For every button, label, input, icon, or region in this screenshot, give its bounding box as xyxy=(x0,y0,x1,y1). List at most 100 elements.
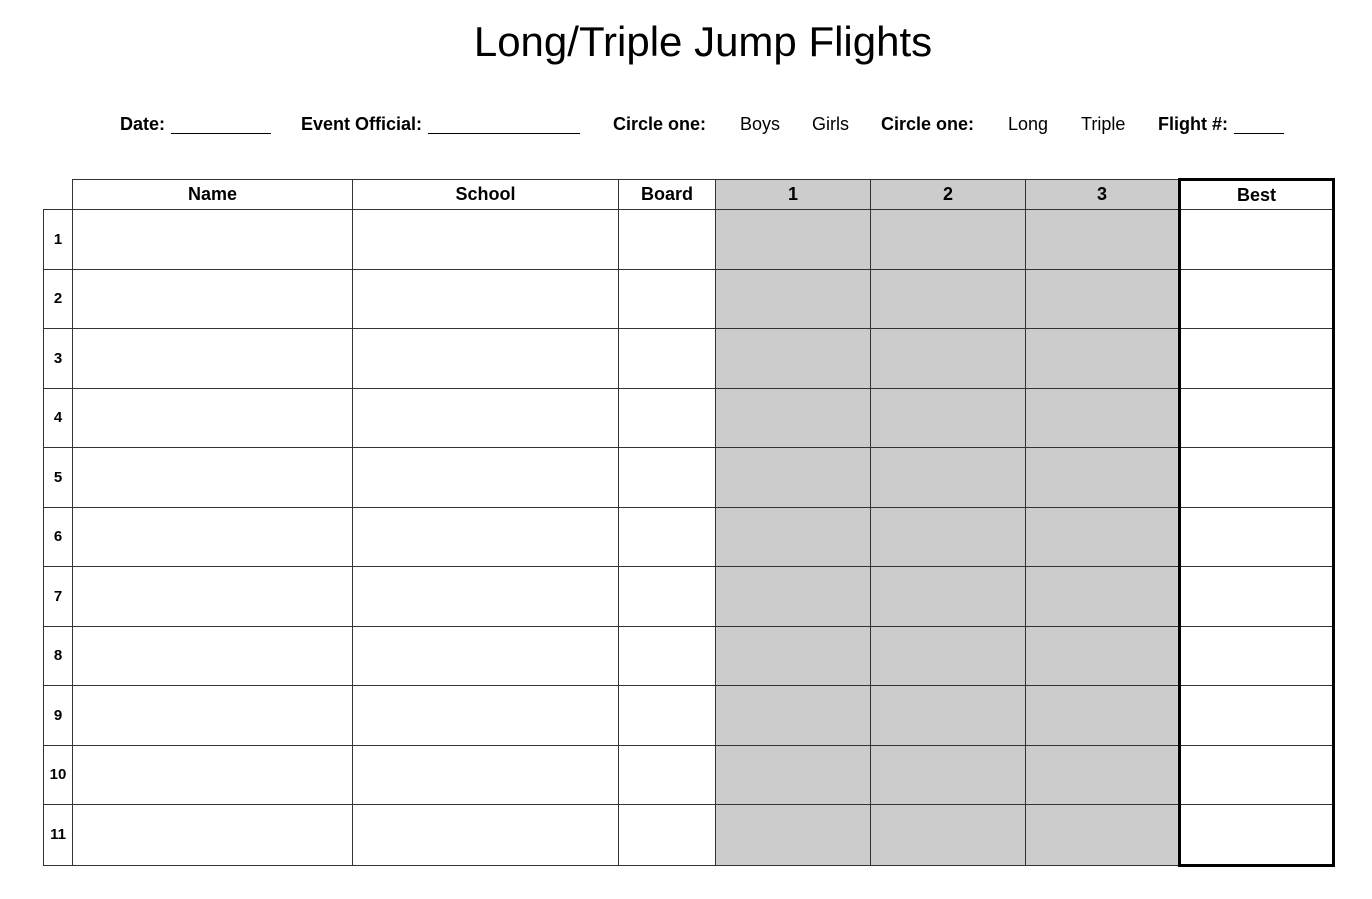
cell-attempt-3[interactable] xyxy=(1025,744,1180,805)
cell-school[interactable] xyxy=(352,625,619,686)
cell-attempt-1[interactable] xyxy=(715,506,871,567)
cell-attempt-3[interactable] xyxy=(1025,387,1180,448)
option-triple[interactable]: Triple xyxy=(1081,114,1126,134)
cell-attempt-1[interactable] xyxy=(715,387,871,448)
cell-best[interactable] xyxy=(1178,268,1335,329)
cell-board[interactable] xyxy=(618,328,716,389)
cell-attempt-2[interactable] xyxy=(870,744,1026,805)
cell-school[interactable] xyxy=(352,328,619,389)
cell-attempt-1[interactable] xyxy=(715,447,871,508)
option-long[interactable]: Long xyxy=(1008,114,1049,134)
flight-number-field[interactable]: Flight #: xyxy=(1158,114,1284,135)
cell-board[interactable] xyxy=(618,685,716,746)
cell-attempt-2[interactable] xyxy=(870,804,1026,866)
cell-attempt-1[interactable] xyxy=(715,209,871,270)
date-field[interactable]: Date: xyxy=(120,114,272,135)
cell-board[interactable] xyxy=(618,268,716,329)
table-row: 3 xyxy=(43,328,1335,389)
cell-attempt-3[interactable] xyxy=(1025,625,1180,686)
cell-school[interactable] xyxy=(352,268,619,329)
cell-attempt-2[interactable] xyxy=(870,209,1026,270)
col-name: Name xyxy=(72,179,353,210)
event-official-label: Event Official: xyxy=(301,114,423,134)
cell-school[interactable] xyxy=(352,209,619,270)
cell-attempt-3[interactable] xyxy=(1025,447,1180,508)
cell-school[interactable] xyxy=(352,804,619,866)
cell-name[interactable] xyxy=(72,506,353,567)
cell-name[interactable] xyxy=(72,328,353,389)
cell-attempt-2[interactable] xyxy=(870,625,1026,686)
table-row: 4 xyxy=(43,387,1335,448)
cell-attempt-2[interactable] xyxy=(870,387,1026,448)
cell-attempt-1[interactable] xyxy=(715,566,871,627)
cell-best[interactable] xyxy=(1178,209,1335,270)
cell-attempt-1[interactable] xyxy=(715,268,871,329)
table-header-row: Name School Board 1 2 3 Best xyxy=(43,178,1335,210)
cell-board[interactable] xyxy=(618,506,716,567)
table-row: 11 xyxy=(43,804,1335,867)
cell-school[interactable] xyxy=(352,447,619,508)
row-number: 3 xyxy=(43,328,73,389)
cell-name[interactable] xyxy=(72,685,353,746)
row-number: 8 xyxy=(43,625,73,686)
cell-attempt-2[interactable] xyxy=(870,447,1026,508)
circle-one-event-label: Circle one: xyxy=(881,114,975,134)
cell-best[interactable] xyxy=(1178,685,1335,746)
cell-name[interactable] xyxy=(72,625,353,686)
table-row: 9 xyxy=(43,685,1335,746)
row-number: 4 xyxy=(43,387,73,448)
cell-school[interactable] xyxy=(352,566,619,627)
cell-attempt-3[interactable] xyxy=(1025,804,1180,866)
cell-board[interactable] xyxy=(618,566,716,627)
cell-attempt-3[interactable] xyxy=(1025,268,1180,329)
cell-attempt-2[interactable] xyxy=(870,268,1026,329)
cell-attempt-1[interactable] xyxy=(715,744,871,805)
cell-attempt-3[interactable] xyxy=(1025,566,1180,627)
cell-school[interactable] xyxy=(352,685,619,746)
cell-board[interactable] xyxy=(618,209,716,270)
cell-name[interactable] xyxy=(72,268,353,329)
cell-best[interactable] xyxy=(1178,387,1335,448)
cell-best[interactable] xyxy=(1178,447,1335,508)
row-number: 5 xyxy=(43,447,73,508)
cell-board[interactable] xyxy=(618,387,716,448)
cell-best[interactable] xyxy=(1178,566,1335,627)
cell-school[interactable] xyxy=(352,744,619,805)
cell-board[interactable] xyxy=(618,447,716,508)
cell-board[interactable] xyxy=(618,625,716,686)
cell-name[interactable] xyxy=(72,209,353,270)
cell-attempt-1[interactable] xyxy=(715,804,871,866)
cell-best[interactable] xyxy=(1178,804,1335,867)
cell-attempt-1[interactable] xyxy=(715,328,871,389)
option-boys[interactable]: Boys xyxy=(740,114,781,134)
cell-best[interactable] xyxy=(1178,625,1335,686)
cell-name[interactable] xyxy=(72,804,353,866)
cell-attempt-3[interactable] xyxy=(1025,209,1180,270)
cell-school[interactable] xyxy=(352,506,619,567)
table-row: 1 xyxy=(43,209,1335,270)
cell-name[interactable] xyxy=(72,447,353,508)
table-row: 8 xyxy=(43,625,1335,686)
option-girls[interactable]: Girls xyxy=(812,114,849,134)
cell-attempt-2[interactable] xyxy=(870,685,1026,746)
cell-attempt-1[interactable] xyxy=(715,625,871,686)
cell-name[interactable] xyxy=(72,744,353,805)
cell-board[interactable] xyxy=(618,804,716,866)
cell-attempt-2[interactable] xyxy=(870,506,1026,567)
cell-attempt-2[interactable] xyxy=(870,566,1026,627)
table-row: 6 xyxy=(43,506,1335,567)
cell-name[interactable] xyxy=(72,566,353,627)
cell-name[interactable] xyxy=(72,387,353,448)
cell-attempt-1[interactable] xyxy=(715,685,871,746)
cell-attempt-3[interactable] xyxy=(1025,685,1180,746)
cell-school[interactable] xyxy=(352,387,619,448)
event-official-field[interactable]: Event Official: xyxy=(301,114,581,135)
cell-attempt-3[interactable] xyxy=(1025,506,1180,567)
cell-board[interactable] xyxy=(618,744,716,805)
cell-best[interactable] xyxy=(1178,744,1335,805)
flight-number-label: Flight #: xyxy=(1158,114,1228,134)
cell-best[interactable] xyxy=(1178,506,1335,567)
cell-best[interactable] xyxy=(1178,328,1335,389)
cell-attempt-2[interactable] xyxy=(870,328,1026,389)
cell-attempt-3[interactable] xyxy=(1025,328,1180,389)
